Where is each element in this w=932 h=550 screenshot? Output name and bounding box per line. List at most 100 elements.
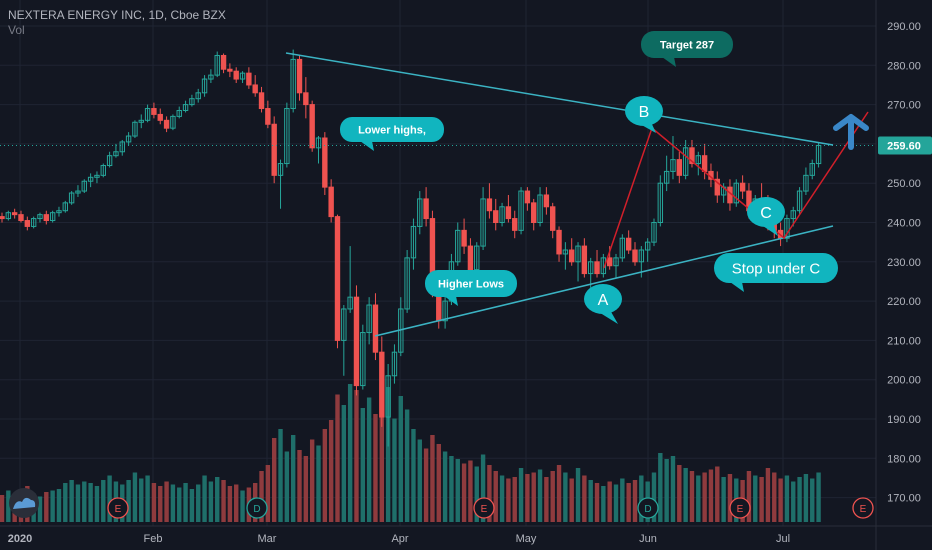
symbol-title[interactable]: NEXTERA ENERGY INC, 1D, Cboe BZX: [8, 8, 226, 22]
volume-bar: [297, 450, 302, 522]
volume-bar: [632, 480, 638, 522]
candle-body: [480, 198, 486, 247]
candle-body: [347, 296, 353, 310]
resistance-trendline[interactable]: [285, 52, 834, 146]
candle-body: [461, 229, 467, 247]
volume-bar: [607, 481, 612, 522]
callout-target-text: Target 287: [660, 39, 714, 51]
callout-target-bubble: [641, 31, 733, 58]
event-marker-letter: D: [253, 504, 260, 515]
volume-bar: [702, 472, 707, 522]
volume-bar: [563, 472, 568, 522]
volume-legend: Vol: [8, 23, 25, 37]
candle-body: [695, 155, 701, 165]
candle-body: [784, 218, 790, 239]
volume-bar: [385, 387, 391, 522]
candle-body: [524, 190, 531, 204]
chart-header: NEXTERA ENERGY INC, 1D, Cboe BZX Vol: [8, 8, 226, 38]
volume-bar: [101, 480, 106, 522]
earnings-marker[interactable]: E: [729, 497, 751, 519]
earnings-marker[interactable]: E: [852, 497, 874, 519]
candle-body: [271, 123, 277, 176]
volume-bar: [88, 483, 93, 522]
volume-bar: [601, 486, 606, 522]
candle-body: [790, 210, 796, 220]
volume-bar: [6, 490, 11, 522]
volume-bar: [487, 465, 492, 522]
candle-body: [575, 245, 581, 263]
earnings-marker[interactable]: E: [107, 497, 129, 519]
candle-body: [182, 104, 189, 111]
callout-stop-under-c-bubble: [714, 253, 838, 283]
volume-bar: [417, 439, 422, 522]
volume-bar: [651, 472, 657, 522]
candle-body: [410, 225, 417, 259]
callout-stop-under-c-text: Stop under C: [732, 260, 821, 277]
candle-body: [385, 375, 391, 418]
abc-path-line[interactable]: [603, 111, 869, 269]
volume-bar: [613, 484, 619, 522]
time-axis-label: 2020: [8, 533, 32, 545]
candle-body: [5, 212, 12, 220]
volume-bar: [177, 487, 182, 522]
volume-bar: [449, 456, 454, 522]
volume-bar: [670, 456, 676, 522]
callout-lower-highs[interactable]: Lower highs,: [340, 117, 444, 151]
volume-bar: [518, 468, 524, 522]
volume-bar: [151, 483, 157, 522]
volume-bar: [430, 435, 435, 522]
candle-body: [372, 304, 379, 353]
candle-body: [106, 155, 113, 167]
label-c-bubble-text: C: [760, 205, 772, 222]
volume-bar: [82, 481, 87, 522]
callout-lower-highs-bubble: [340, 117, 444, 142]
volume-bar: [94, 486, 100, 522]
candle-body: [119, 141, 125, 153]
callout-higher-lows[interactable]: Higher Lows: [425, 270, 517, 306]
candle-body: [360, 332, 366, 387]
candle-body: [657, 182, 664, 223]
dividend-marker[interactable]: D: [246, 497, 268, 519]
volume-bar: [145, 475, 150, 522]
volume-bar: [759, 477, 764, 522]
volume-bar: [461, 463, 467, 522]
candle-body: [75, 190, 81, 194]
price-axis-label: 190.00: [887, 414, 921, 426]
volume-bar: [797, 477, 802, 522]
volume-bar: [423, 448, 429, 522]
volume-bar: [234, 484, 239, 522]
volume-bar: [753, 475, 758, 522]
candle-body: [62, 202, 68, 212]
dividend-marker[interactable]: D: [637, 497, 659, 519]
price-axis-label: 290.00: [887, 21, 921, 33]
candle-body: [315, 137, 322, 149]
support-trendline[interactable]: [374, 225, 834, 337]
candle-body: [201, 78, 208, 94]
candle-body: [227, 68, 233, 72]
price-axis-label: 170.00: [887, 493, 921, 505]
tradingview-logo-icon[interactable]: [9, 488, 39, 518]
candle-body: [56, 210, 62, 214]
candle-body: [676, 159, 683, 176]
candle-body: [100, 165, 106, 176]
volume-bar: [784, 475, 790, 522]
candle-body: [195, 92, 201, 100]
label-c-bubble[interactable]: C: [747, 197, 785, 236]
callout-target[interactable]: Target 287: [641, 31, 733, 67]
label-b-bubble[interactable]: B: [625, 96, 663, 133]
volume-bar: [468, 460, 473, 522]
volume-bar: [436, 444, 441, 522]
candle-body: [423, 198, 429, 220]
volume-bar: [721, 477, 726, 522]
candle-body: [277, 163, 284, 176]
price-axis-label: 230.00: [887, 257, 921, 269]
candle-body: [733, 182, 739, 204]
candle-body: [625, 237, 632, 251]
candle-body: [0, 216, 5, 220]
label-a-bubble[interactable]: A: [584, 284, 622, 324]
callout-stop-under-c[interactable]: Stop under C: [714, 253, 838, 292]
earnings-marker[interactable]: E: [473, 497, 495, 519]
volume-bar: [708, 469, 714, 522]
label-a-bubble-text: A: [598, 292, 609, 309]
